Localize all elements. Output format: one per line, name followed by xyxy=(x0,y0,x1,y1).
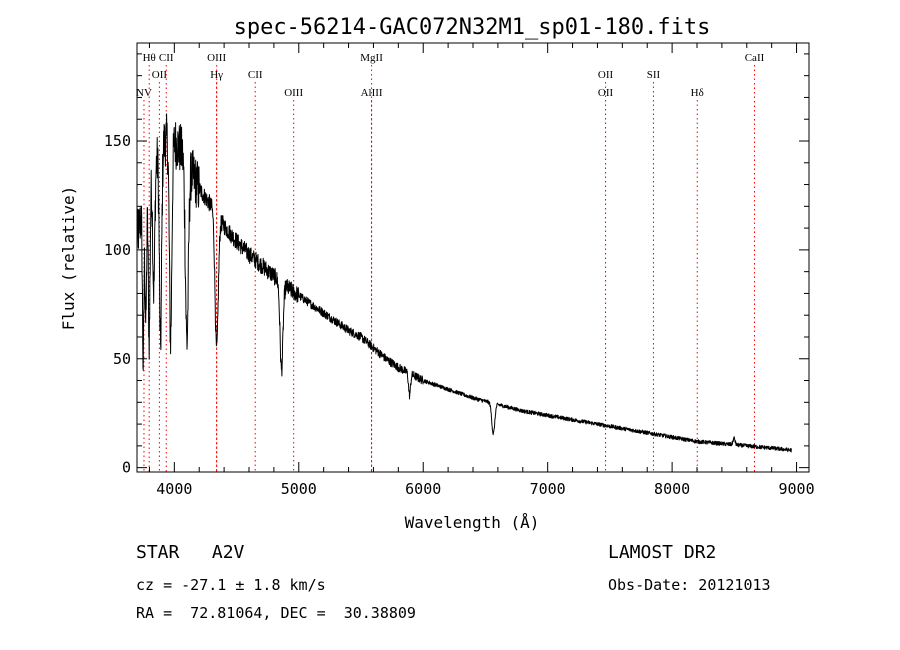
line-marker-label: CII xyxy=(248,69,263,81)
plot-frame xyxy=(136,42,810,473)
x-axis-label: Wavelength (Å) xyxy=(405,513,540,532)
x-tick-label: 7000 xyxy=(530,480,566,498)
object-class: STAR A2V xyxy=(136,542,245,563)
chart-title: spec-56214-GAC072N32M1_sp01-180.fits xyxy=(234,15,711,40)
coordinates-info: RA = 72.81064, DEC = 30.38809 xyxy=(136,604,416,622)
y-tick-label: 100 xyxy=(104,241,131,259)
line-marker-label: CII xyxy=(159,52,174,64)
x-tick-label: 6000 xyxy=(405,480,441,498)
observation-date: Obs-Date: 20121013 xyxy=(608,576,771,594)
line-marker-label: Hγ xyxy=(210,69,223,81)
line-marker-label: OII xyxy=(598,87,614,99)
redshift-info: cz = -27.1 ± 1.8 km/s xyxy=(136,576,326,594)
line-markers: NV Hθ OII CII OIII Hγ CII OIII MgII AlIII OII OII SI… xyxy=(136,52,765,472)
x-tick-label: 4000 xyxy=(156,480,192,498)
y-axis-label: Flux (relative) xyxy=(59,186,78,331)
line-marker-label: Hδ xyxy=(691,87,704,99)
line-marker-label: Hθ xyxy=(143,52,156,64)
line-marker-label: NV xyxy=(136,87,152,99)
y-tick-label: 150 xyxy=(104,132,131,150)
x-tick-label: 9000 xyxy=(778,480,814,498)
line-marker-label: OIII xyxy=(207,52,226,64)
spectrum-line xyxy=(136,113,793,453)
axis-ticks: 4000 5000 6000 7000 8000 9000 0 50 100 150 xyxy=(104,43,815,498)
x-tick-label: 5000 xyxy=(281,480,317,498)
y-tick-label: 0 xyxy=(122,459,131,477)
line-marker-label: OII xyxy=(152,69,168,81)
x-tick-label: 8000 xyxy=(654,480,690,498)
line-marker-label: AlIII xyxy=(361,87,383,99)
line-marker-label: OII xyxy=(598,69,614,81)
line-marker-label: OIII xyxy=(284,87,303,99)
line-marker-label: SII xyxy=(647,69,661,81)
survey-label: LAMOST DR2 xyxy=(608,542,717,563)
line-marker-label: MgII xyxy=(360,52,383,64)
line-marker-label: CaII xyxy=(745,52,765,64)
y-tick-label: 50 xyxy=(113,350,131,368)
